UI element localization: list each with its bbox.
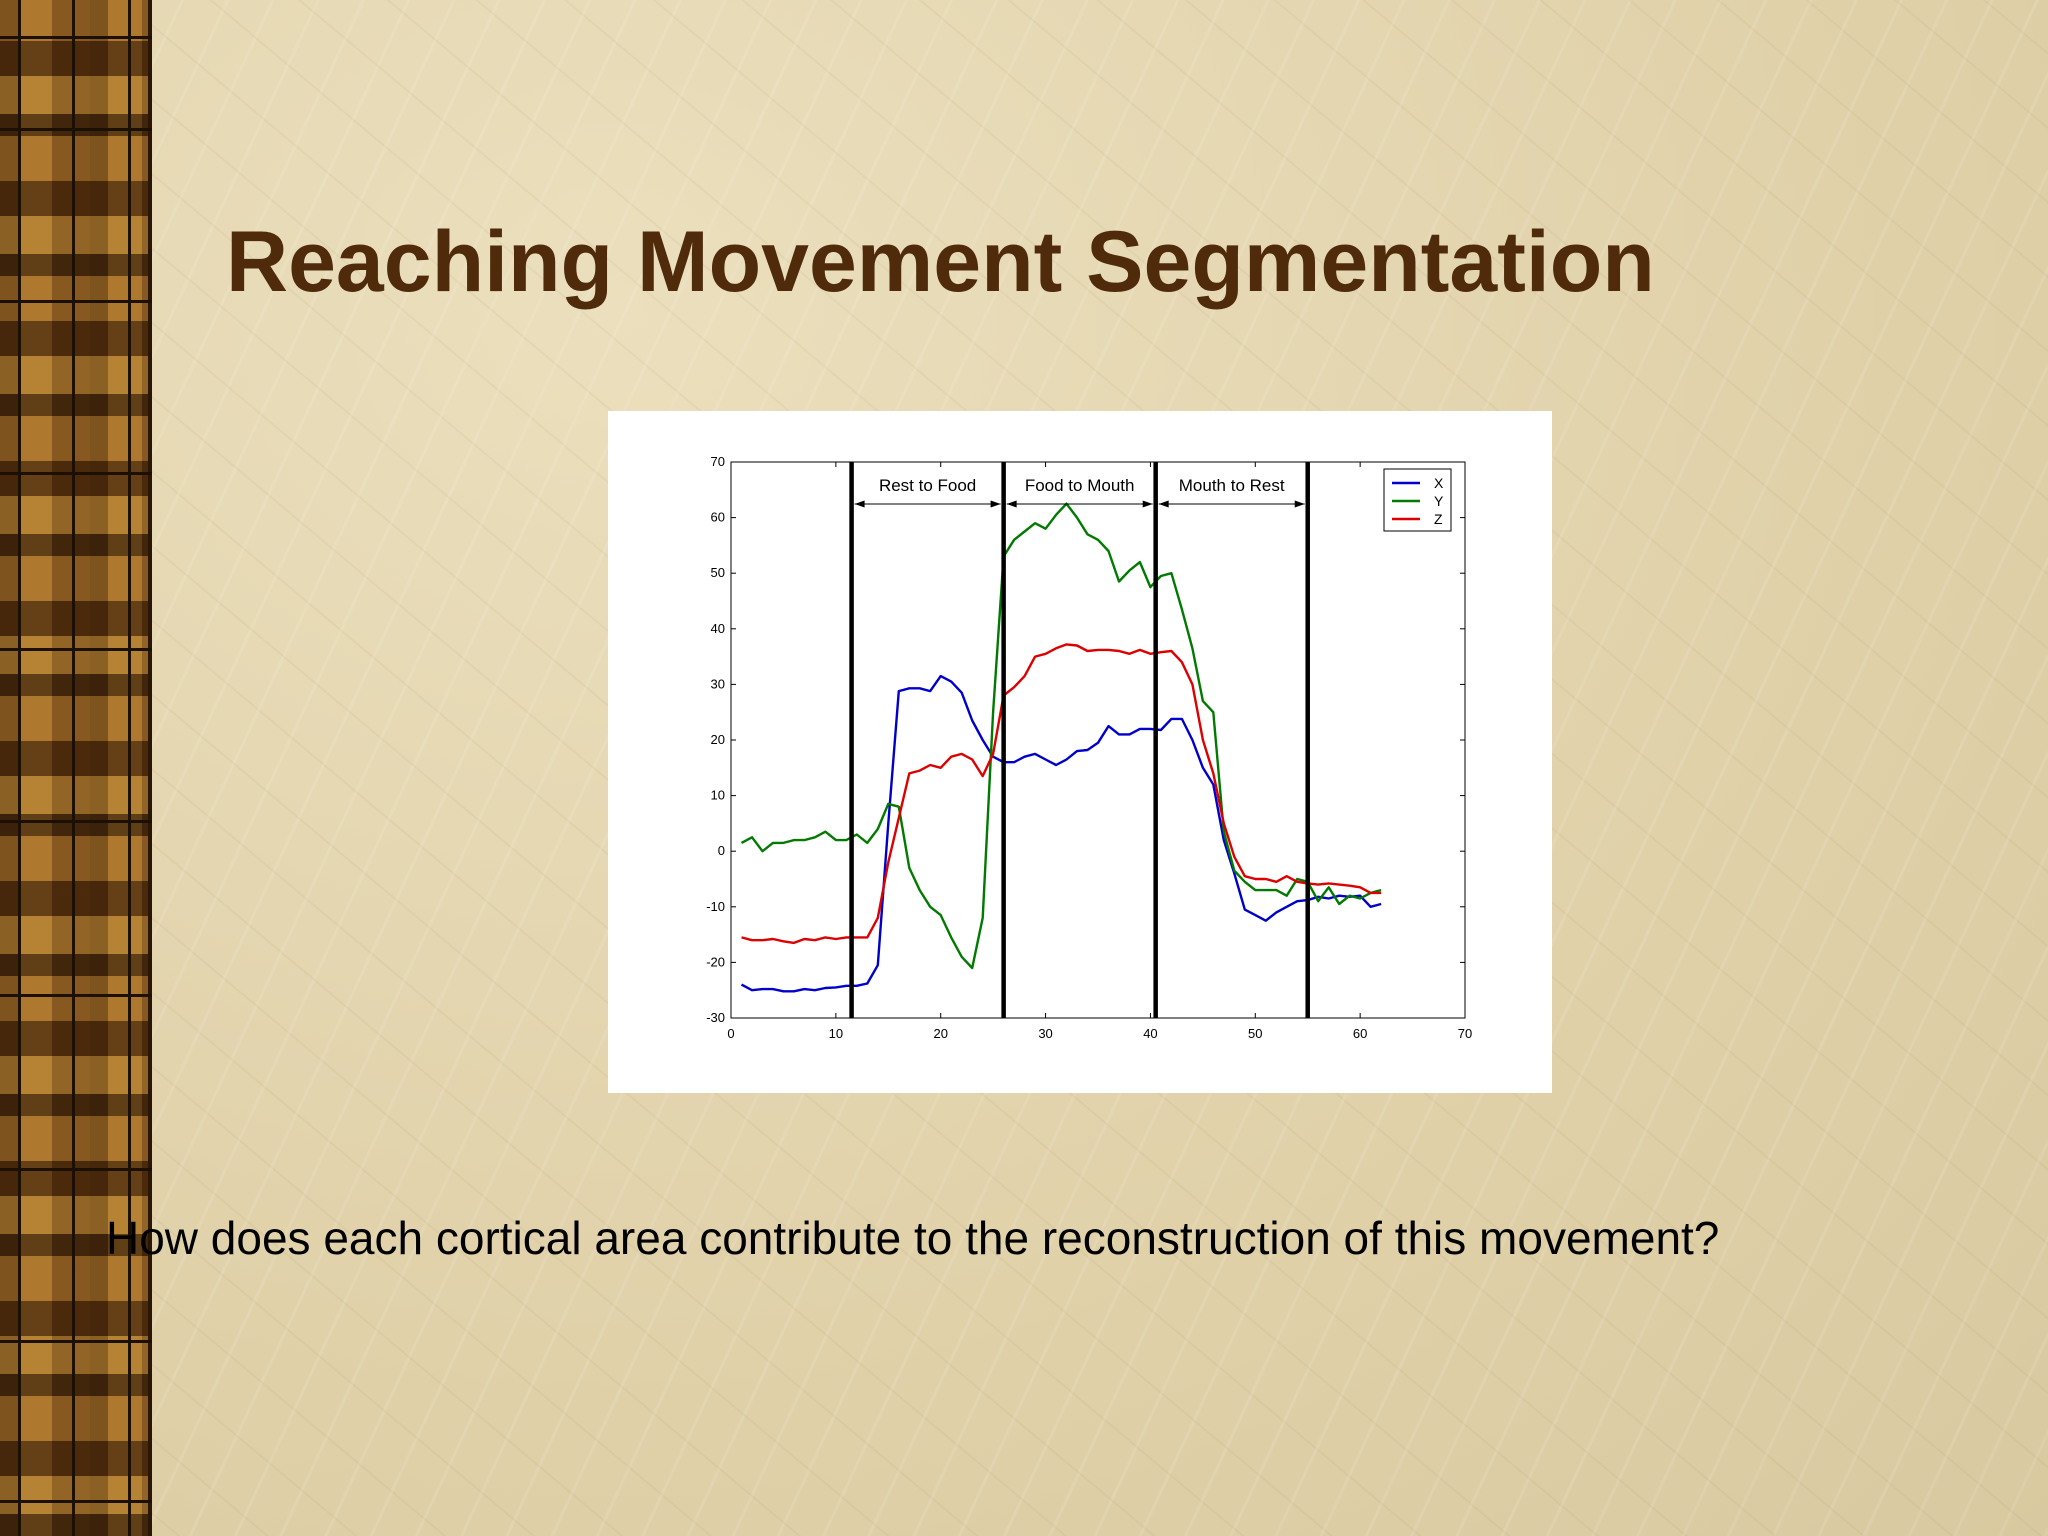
segment-label: Food to Mouth [1025, 476, 1135, 495]
x-tick-label: 20 [933, 1026, 947, 1041]
y-tick-label: -20 [706, 954, 725, 969]
y-tick-label: 10 [711, 788, 725, 803]
segment-arrowhead-left [1158, 500, 1169, 508]
legend-label-y: Y [1434, 493, 1444, 509]
segment-label: Mouth to Rest [1179, 476, 1285, 495]
x-tick-label: 60 [1353, 1026, 1367, 1041]
legend-label-x: X [1434, 475, 1444, 491]
segment-arrowhead-left [854, 500, 865, 508]
wood-border-decoration [0, 0, 152, 1536]
y-tick-label: 50 [711, 565, 725, 580]
segment-arrowhead-right [990, 500, 1001, 508]
y-tick-label: 20 [711, 732, 725, 747]
y-tick-label: 70 [711, 454, 725, 469]
x-tick-label: 0 [727, 1026, 734, 1041]
segment-label: Rest to Food [879, 476, 976, 495]
segment-arrowhead-right [1142, 500, 1153, 508]
segment-arrowhead-left [1006, 500, 1017, 508]
line-chart: 0 10 20 30 40 50 60 70 -30 -20 -10 0 10 20 30 40 50 60 70 R… [706, 454, 1472, 1041]
x-tick-label: 30 [1038, 1026, 1052, 1041]
y-tick-label: -10 [706, 899, 725, 914]
y-tick-label: 60 [711, 510, 725, 525]
series-line-x [740, 674, 1382, 993]
x-tick-label: 40 [1143, 1026, 1157, 1041]
y-tick-label: 0 [718, 843, 725, 858]
y-tick-label: 40 [711, 621, 725, 636]
series-line-y [740, 502, 1382, 970]
plot-frame [730, 461, 1466, 1019]
x-tick-label: 50 [1248, 1026, 1262, 1041]
y-tick-label: -30 [706, 1010, 725, 1025]
chart-panel: 0 10 20 30 40 50 60 70 -30 -20 -10 0 10 20 30 40 50 60 70 R… [608, 411, 1552, 1093]
x-tick-label: 70 [1458, 1026, 1472, 1041]
series-line-z [741, 643, 1382, 945]
slide-title: Reaching Movement Segmentation [226, 214, 1655, 310]
slide-caption: How does each cortical area contribute t… [106, 1212, 1720, 1264]
legend-label-z: Z [1434, 511, 1443, 527]
segment-arrowhead-right [1294, 500, 1305, 508]
y-tick-label: 30 [711, 676, 725, 691]
x-tick-label: 10 [829, 1026, 843, 1041]
